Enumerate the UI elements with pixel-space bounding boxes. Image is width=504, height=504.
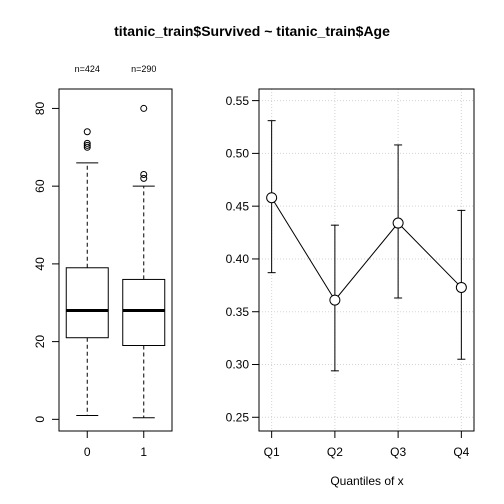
- outlier-point: [83, 128, 91, 136]
- outlier-point: [140, 104, 148, 112]
- y-tick-label: 0.55: [226, 94, 250, 108]
- outlier-point: [83, 141, 91, 149]
- outlier-point: [83, 143, 91, 151]
- y-tick-label: 40: [33, 257, 47, 271]
- y-tick-label: 0.30: [226, 358, 250, 372]
- y-tick-label: 0.50: [226, 147, 250, 161]
- outlier-point: [83, 139, 91, 147]
- mean-point: [455, 281, 467, 293]
- boxplot-frame: [58, 88, 173, 432]
- count-label: n=424: [75, 64, 100, 74]
- mean-line: [271, 197, 462, 301]
- outlier-point: [140, 174, 148, 182]
- y-tick-label: 80: [33, 101, 47, 115]
- x-tick-label: 1: [140, 445, 147, 459]
- y-tick-label: 20: [33, 335, 47, 349]
- box-0: [65, 128, 109, 416]
- x-tick-label: Q1: [264, 445, 280, 459]
- y-tick-label: 0.40: [226, 252, 250, 266]
- y-tick-label: 60: [33, 179, 47, 193]
- errorbar-panel: Quantiles of x 0.25 0.30 0.35 0.40 0.45 0.50 0…: [226, 88, 475, 488]
- x-tick-label: Q3: [390, 445, 406, 459]
- box-1: [122, 104, 166, 419]
- mean-point: [392, 217, 404, 229]
- outlier-point: [140, 171, 148, 178]
- x-tick-label: Q2: [327, 445, 343, 459]
- y-tick-label: 0.45: [226, 199, 250, 213]
- y-tick-label: 0.25: [226, 410, 250, 424]
- chart-title: titanic_train$Survived ~ titanic_train$A…: [114, 23, 390, 39]
- box-iqr: [122, 278, 166, 347]
- errorbar-grid: [259, 89, 474, 431]
- y-tick-label: 0: [33, 416, 47, 423]
- mean-point: [266, 192, 278, 204]
- y-tick-label: 0.35: [226, 305, 250, 319]
- mean-point: [329, 294, 341, 306]
- box-iqr: [65, 267, 109, 339]
- count-label: n=290: [131, 64, 156, 74]
- x-tick-label: 0: [84, 445, 91, 459]
- x-tick-label: Q4: [453, 445, 469, 459]
- errorbar-frame: [258, 88, 475, 432]
- boxplot-panel: 0 20 40 60 80 0 n=424 1 n=290: [33, 64, 173, 459]
- x-axis-label: Quantiles of x: [330, 474, 403, 488]
